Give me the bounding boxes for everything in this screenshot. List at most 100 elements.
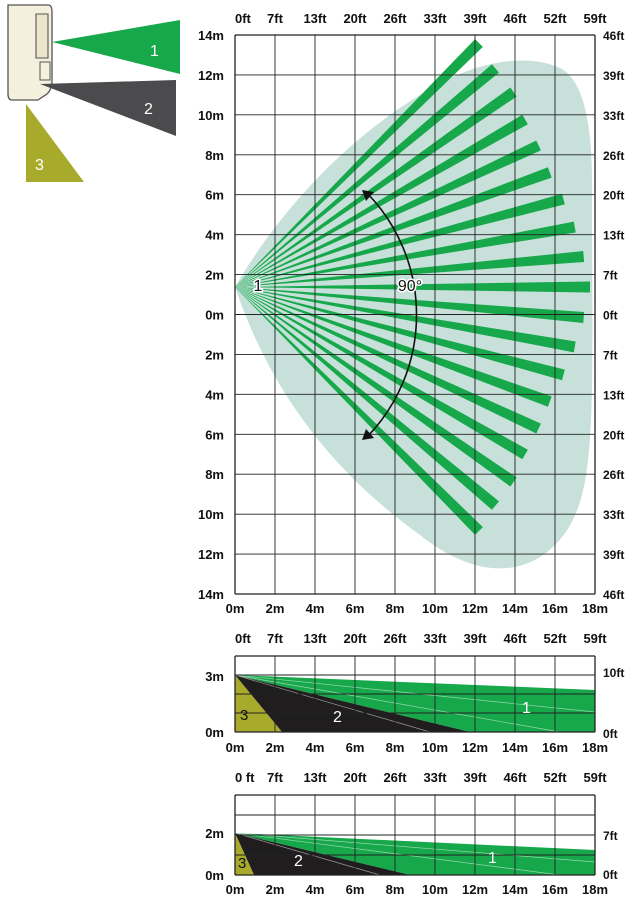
x-top-tick-label: 13ft: [303, 11, 327, 26]
x-top-tick-label: 52ft: [543, 631, 567, 646]
y-right-tick-label: 26ft: [603, 468, 624, 482]
angle-arrow-up-icon: [362, 190, 374, 201]
zone-2-wedge: [40, 80, 176, 136]
y-left-tick-label: 0m: [205, 868, 224, 883]
y-left-tick-label: 14m: [198, 587, 224, 602]
x-top-tick-label: 0ft: [235, 11, 252, 26]
y-left-tick-label: 3m: [205, 669, 224, 684]
x-bottom-tick-label: 10m: [422, 882, 448, 897]
side1-beam-lines: [234, 674, 596, 733]
y-right-tick-label: 10ft: [603, 666, 624, 680]
detection-beam: [235, 287, 499, 510]
x-bottom-tick-label: 4m: [306, 601, 325, 616]
y-right-tick-label: 46ft: [603, 29, 624, 43]
legend-zone-1-label: 1: [150, 43, 159, 60]
y-right-tick-label: 13ft: [603, 388, 624, 402]
x-bottom-tick-label: 8m: [386, 601, 405, 616]
side-view-2: 3 2 1 0 ft 7ft 13ft 20ft 26ft 33ft 39ft 46ft 52f…: [205, 770, 617, 897]
x-top-tick-label: 59ft: [583, 11, 607, 26]
x-top-tick-label: 33ft: [423, 631, 447, 646]
sensor-lens-icon: [35, 13, 49, 59]
legend-zone-3-label: 3: [35, 157, 44, 174]
y-right-tick-label: 26ft: [603, 149, 624, 163]
x-top-tick-label: 0 ft: [235, 770, 255, 785]
zone-1-wedge: [52, 20, 180, 74]
x-bottom-tick-label: 14m: [502, 882, 528, 897]
y-right-tick-label: 20ft: [603, 189, 624, 203]
x-top-tick-label: 13ft: [303, 770, 327, 785]
x-top-tick-label: 33ft: [423, 770, 447, 785]
detection-beam: [235, 39, 483, 287]
x-bottom-tick-label: 0m: [226, 882, 245, 897]
detection-beam: [235, 287, 528, 460]
x-top-tick-label: 39ft: [463, 11, 487, 26]
x-bottom-tick-label: 12m: [462, 882, 488, 897]
side1-zone-2: [235, 675, 470, 732]
x-bottom-tick-label: 18m: [582, 601, 608, 616]
detection-beam: [235, 287, 517, 487]
x-bottom-tick-label: 10m: [422, 601, 448, 616]
x-bottom-tick-label: 0m: [226, 601, 245, 616]
x-bottom-tick-label: 2m: [266, 740, 285, 755]
side1-zone-3-label: 3: [240, 707, 248, 724]
y-right-tick-label: 13ft: [603, 229, 624, 243]
side1-axis-labels: 0ft 7ft 13ft 20ft 26ft 33ft 39ft 46ft 52ft 59ft0m…: [205, 631, 624, 755]
side2-zone-3-label: 3: [238, 855, 246, 872]
legend-zone-2-label: 2: [144, 101, 153, 118]
y-right-tick-label: 0ft: [603, 309, 618, 323]
x-bottom-tick-label: 6m: [346, 601, 365, 616]
x-bottom-tick-label: 6m: [346, 740, 365, 755]
y-right-tick-label: 20ft: [603, 428, 624, 442]
y-left-tick-label: 10m: [198, 108, 224, 123]
y-left-tick-label: 10m: [198, 507, 224, 522]
side1-zone-2-label: 2: [333, 709, 342, 726]
detection-beam: [235, 251, 585, 287]
y-right-tick-label: 7ft: [603, 348, 618, 362]
detection-beam: [235, 287, 552, 407]
x-top-tick-label: 46ft: [503, 631, 527, 646]
y-left-tick-label: 0m: [205, 308, 224, 323]
x-bottom-tick-label: 16m: [542, 740, 568, 755]
y-left-tick-label: 14m: [198, 28, 224, 43]
x-bottom-tick-label: 8m: [386, 740, 405, 755]
x-top-tick-label: 52ft: [543, 770, 567, 785]
detection-beam: [235, 64, 499, 287]
x-top-tick-label: 20ft: [343, 770, 367, 785]
x-top-tick-label: 59ft: [583, 631, 607, 646]
side2-zone-2-label: 2: [294, 853, 303, 870]
y-right-tick-label: 33ft: [603, 508, 624, 522]
x-bottom-tick-label: 14m: [502, 740, 528, 755]
detection-beam: [235, 287, 576, 353]
top-view-axis-labels: 0ft 7ft 13ft 20ft 26ft 33ft 39ft 46ft 52ft 59ft 0m…: [198, 11, 624, 616]
side2-zone-3: [235, 833, 254, 875]
x-top-tick-label: 7ft: [267, 770, 284, 785]
x-top-tick-label: 0ft: [235, 631, 252, 646]
detection-beam: [235, 281, 590, 293]
side2-grid: [234, 794, 596, 876]
x-top-tick-label: 7ft: [267, 11, 284, 26]
x-top-tick-label: 26ft: [383, 11, 407, 26]
x-bottom-tick-label: 16m: [542, 882, 568, 897]
y-left-tick-label: 2m: [205, 826, 224, 841]
x-bottom-tick-label: 6m: [346, 882, 365, 897]
x-top-tick-label: 59ft: [583, 770, 607, 785]
side1-zone-3: [235, 675, 282, 732]
detection-beam: [235, 114, 528, 287]
x-bottom-tick-label: 12m: [462, 740, 488, 755]
x-bottom-tick-label: 18m: [582, 740, 608, 755]
x-top-tick-label: 46ft: [503, 11, 527, 26]
y-left-tick-label: 0m: [205, 725, 224, 740]
x-bottom-tick-label: 12m: [462, 601, 488, 616]
x-top-tick-label: 46ft: [503, 770, 527, 785]
y-left-tick-label: 4m: [205, 228, 224, 243]
x-bottom-tick-label: 2m: [266, 601, 285, 616]
x-bottom-tick-label: 2m: [266, 882, 285, 897]
x-top-tick-label: 20ft: [343, 631, 367, 646]
y-left-tick-label: 2m: [205, 268, 224, 283]
y-right-tick-label: 0ft: [603, 868, 618, 882]
detection-beam: [235, 140, 541, 287]
zone-3-wedge: [26, 104, 84, 182]
x-bottom-tick-label: 10m: [422, 740, 448, 755]
y-left-tick-label: 8m: [205, 148, 224, 163]
y-right-tick-label: 0ft: [603, 727, 618, 741]
